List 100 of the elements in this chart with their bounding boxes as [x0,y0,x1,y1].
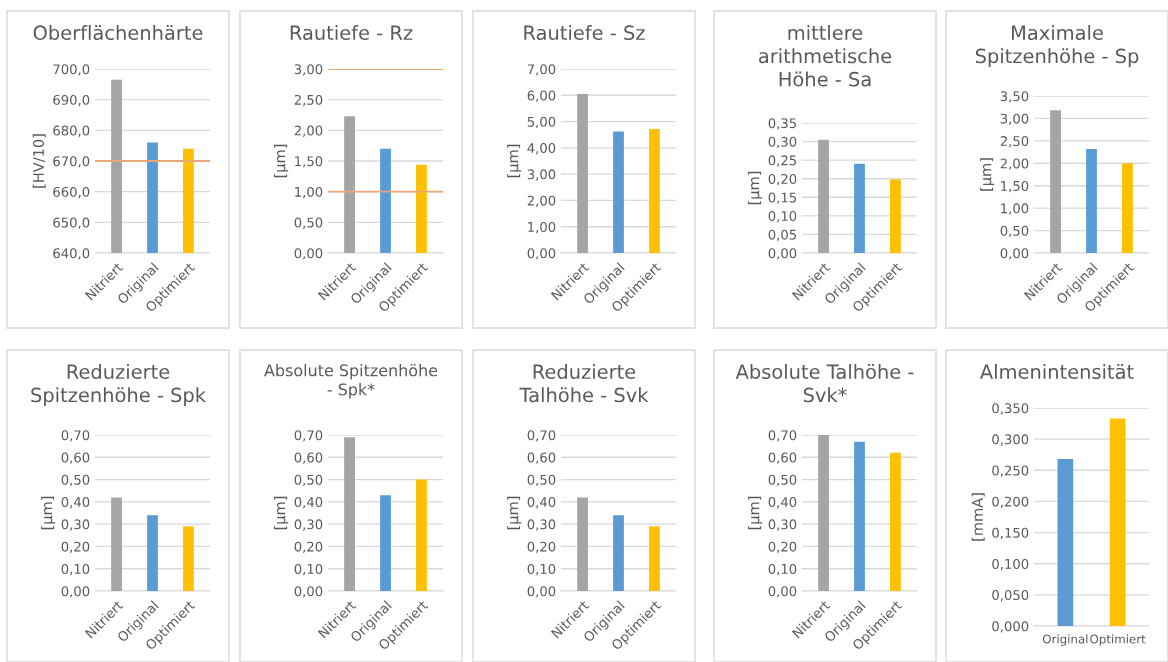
y-tick-label: 0,200 [992,496,1029,508]
bar [577,93,588,253]
y-tick-label: 0,50 [294,217,323,229]
chart-title: Reduzierte Spitzenhöhe - Spk [31,364,206,407]
y-tick-label: 690,0 [53,94,90,107]
y-tick-label: 3,00 [294,64,323,76]
y-axis-title: [HV/10] [32,134,46,188]
y-tick-label: 660,0 [53,186,90,199]
y-tick-label: 3,00 [1000,113,1029,125]
y-tick-label: 0,50 [1000,225,1029,238]
y-tick-label: 0,100 [992,558,1029,571]
y-tick-label: 0,250 [992,465,1029,477]
chart-title: Rautiefe - Rz [290,25,413,41]
bar [380,495,391,591]
y-tick-label: 0,60 [294,452,323,464]
y-tick-label: 670,0 [53,156,90,168]
y-tick-label: 2,00 [527,195,556,207]
y-tick-label: 0,35 [768,118,796,130]
y-tick-label: 0,20 [768,173,797,186]
y-tick-label: 0,40 [527,497,556,509]
bar [416,164,427,253]
bar [344,116,355,253]
y-axis-title: [µm] [748,171,763,205]
y-axis-title: [µm] [748,496,763,530]
y-tick-label: 0,00 [61,586,90,598]
y-axis-title: [mmA] [971,493,985,541]
y-tick-label: 1,50 [1001,180,1029,193]
bar [577,497,588,591]
chart-title: Oberflächenhärte [33,25,203,41]
y-tick-label: 650,0 [53,217,90,229]
bar [649,526,660,591]
y-tick-label: 1,50 [295,156,323,168]
y-tick-label: 2,00 [1000,158,1029,170]
bar [380,148,391,253]
y-tick-label: 5,00 [527,116,556,129]
bar [649,128,660,253]
y-tick-label: 2,50 [1000,136,1029,148]
y-tick-label: 0,30 [768,136,797,149]
y-tick-label: 700,0 [53,64,90,76]
bar [854,163,865,253]
y-tick-label: 0,150 [992,527,1029,540]
y-tick-label: 0,10 [527,563,556,576]
y-tick-label: 0,30 [527,519,556,531]
y-tick-label: 0,10 [294,563,323,576]
bar [818,139,829,253]
y-tick-label: 0,40 [61,497,90,509]
y-tick-label: 0,00 [294,248,323,260]
y-tick-label: 0,70 [294,430,323,442]
y-tick-label: 0,40 [768,497,797,509]
chart-title: Rautiefe - Sz [524,25,645,41]
bar [111,497,122,591]
x-tick-label: Original [1042,634,1088,646]
y-tick-label: 0,00 [527,248,556,260]
y-tick-label: 3,50 [1000,91,1029,103]
y-tick-label: 0,30 [294,519,323,531]
y-tick-label: 0,00 [768,248,797,260]
y-tick-label: 0,050 [992,590,1029,602]
y-tick-label: 0,60 [768,452,797,464]
chart-title: Maximale Spitzenhöhe - Sp [975,25,1139,68]
y-tick-label: 6,00 [527,90,556,102]
y-tick-label: 0,350 [992,403,1029,415]
y-tick-label: 0,60 [527,452,556,464]
chart-title: Absolute Talhöhe - Svk* [735,364,914,403]
bar [147,515,158,591]
x-tick-label: Optimiert [1090,634,1146,646]
y-tick-label: 0,20 [768,541,797,553]
y-tick-label: 2,50 [294,94,323,107]
y-tick-label: 0,70 [61,430,90,442]
y-tick-label: 0,50 [768,474,797,487]
y-tick-label: 0,70 [768,430,797,442]
y-tick-label: 0,05 [768,229,796,241]
y-tick-label: 3,00 [527,169,556,181]
y-tick-label: 0,10 [768,211,797,223]
y-tick-label: 0,00 [1000,248,1029,260]
y-tick-label: 680,0 [53,125,90,137]
y-tick-label: 0,300 [992,434,1029,446]
bar [890,179,901,253]
chart-title: Reduzierte Talhöhe - Svk [519,364,649,403]
y-tick-label: 0,25 [768,155,796,167]
y-tick-label: 1,00 [528,221,556,234]
y-tick-label: 1,00 [295,186,323,199]
bar [1050,110,1061,253]
y-tick-label: 0,30 [768,519,797,531]
y-tick-label: 0,00 [527,586,556,598]
y-axis-title: [µm] [41,496,56,530]
y-tick-label: 0,60 [61,452,90,464]
y-tick-label: 0,20 [61,541,90,553]
y-tick-label: 0,30 [61,519,90,531]
chart-title: Almenintensität [980,364,1134,380]
bar [183,526,194,591]
y-tick-label: 0,40 [294,497,323,509]
chart-title: mittlere arithmetische Höhe - Sa [759,25,892,87]
bar [344,437,355,591]
y-tick-label: 0,20 [527,541,556,553]
y-tick-label: 0,50 [527,474,556,487]
y-axis-title: [µm] [980,158,995,191]
y-tick-label: 0,70 [527,430,556,442]
y-tick-label: 1,00 [1001,203,1029,215]
y-tick-label: 0,10 [768,563,797,576]
bar [613,131,624,253]
